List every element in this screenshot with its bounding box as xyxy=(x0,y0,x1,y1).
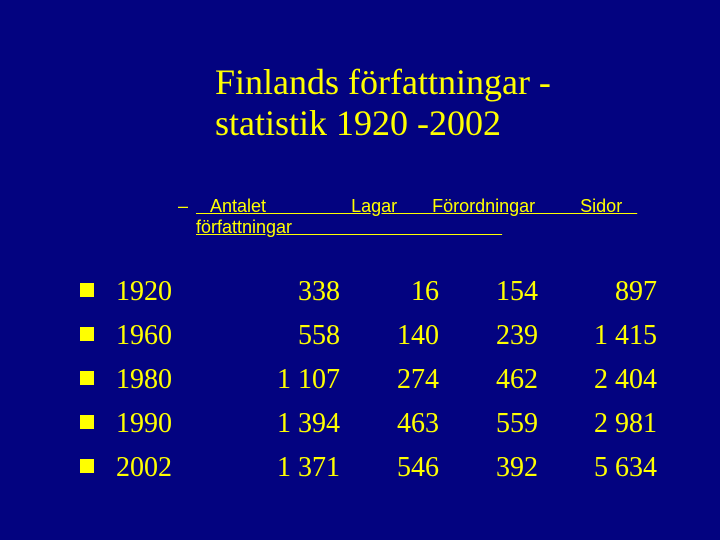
table-row: 1980 1 107 274 462 2 404 xyxy=(80,358,680,402)
table-row: 1920 338 16 154 897 xyxy=(80,270,680,314)
antal-cell: 338 xyxy=(220,270,340,314)
table-header: – Antalet Lagar Förordningar Sidor förfa… xyxy=(178,196,637,238)
sidor-cell: 2 981 xyxy=(542,402,657,446)
forord-cell: 392 xyxy=(443,446,538,490)
lagar-cell: 140 xyxy=(344,314,439,358)
header-line-1: Antalet Lagar Förordningar Sidor xyxy=(196,196,637,216)
lagar-cell: 546 xyxy=(344,446,439,490)
square-bullet-icon xyxy=(80,459,94,473)
header-line-2: författningar xyxy=(196,217,637,238)
square-bullet-icon xyxy=(80,283,94,297)
square-bullet-icon xyxy=(80,371,94,385)
year-cell: 1980 xyxy=(116,358,216,402)
year-cell: 1990 xyxy=(116,402,216,446)
table-row: 2002 1 371 546 392 5 634 xyxy=(80,446,680,490)
antal-cell: 1 107 xyxy=(220,358,340,402)
year-cell: 1920 xyxy=(116,270,216,314)
lagar-cell: 274 xyxy=(344,358,439,402)
year-cell: 1960 xyxy=(116,314,216,358)
sidor-cell: 1 415 xyxy=(542,314,657,358)
lagar-cell: 463 xyxy=(344,402,439,446)
antal-cell: 1 371 xyxy=(220,446,340,490)
forord-cell: 239 xyxy=(443,314,538,358)
table-row: 1990 1 394 463 559 2 981 xyxy=(80,402,680,446)
forord-cell: 154 xyxy=(443,270,538,314)
forord-cell: 462 xyxy=(443,358,538,402)
header-dash: – xyxy=(178,196,196,217)
table-row: 1960 558 140 239 1 415 xyxy=(80,314,680,358)
title-line-1: Finlands författningar - xyxy=(215,62,551,102)
sidor-cell: 2 404 xyxy=(542,358,657,402)
forord-cell: 559 xyxy=(443,402,538,446)
square-bullet-icon xyxy=(80,327,94,341)
sidor-cell: 897 xyxy=(542,270,657,314)
square-bullet-icon xyxy=(80,415,94,429)
title-line-2: statistik 1920 -2002 xyxy=(215,103,501,143)
year-cell: 2002 xyxy=(116,446,216,490)
antal-cell: 1 394 xyxy=(220,402,340,446)
lagar-cell: 16 xyxy=(344,270,439,314)
sidor-cell: 5 634 xyxy=(542,446,657,490)
antal-cell: 558 xyxy=(220,314,340,358)
slide-title: Finlands författningar - statistik 1920 … xyxy=(215,62,551,145)
data-table: 1920 338 16 154 897 1960 558 140 239 1 4… xyxy=(80,270,680,490)
